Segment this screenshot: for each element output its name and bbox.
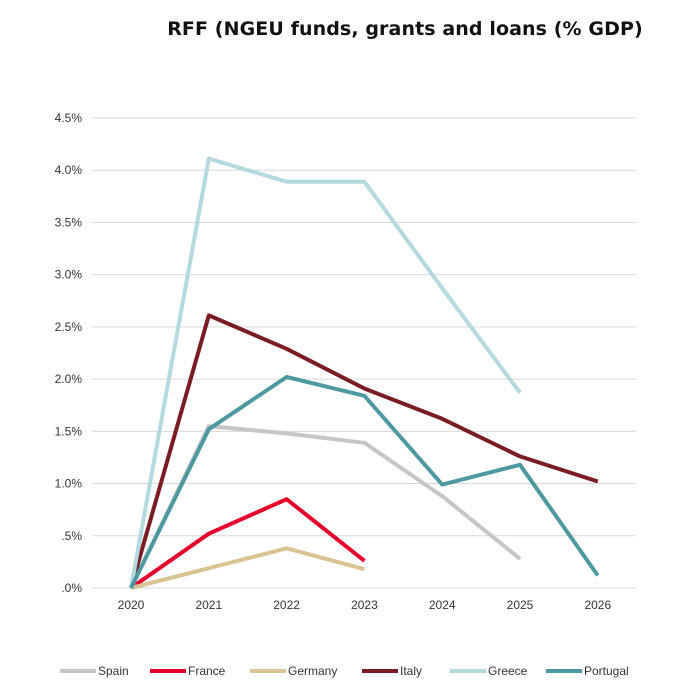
x-axis-ticks: 2020 2021 2022 2023 2024 2025 2026 [118,598,612,612]
legend-label-spain: Spain [98,664,129,678]
series-line-portugal [129,375,600,589]
y-tick-label: 1.5% [55,424,83,438]
x-tick-label: 2025 [507,598,534,612]
legend: Spain France Germany Italy Greece Portugal [60,664,629,678]
x-tick-label: 2022 [273,598,300,612]
y-tick-label: 3.0% [55,268,83,282]
series-line-france [129,497,366,590]
legend-label-germany: Germany [288,664,337,678]
x-tick-label: 2020 [118,598,145,612]
legend-label-italy: Italy [400,664,422,678]
y-tick-label: 3.5% [55,215,83,229]
x-tick-label: 2021 [195,598,222,612]
legend-label-greece: Greece [488,664,528,678]
series-line-greece [129,156,522,589]
series-line-germany [130,546,365,590]
gridlines [92,117,636,589]
chart-title: RFF (NGEU funds, grants and loans (% GDP… [167,18,643,40]
series-line-italy [129,313,599,589]
y-tick-label: 4.5% [55,111,83,125]
series-lines [129,156,600,590]
x-tick-label: 2024 [429,598,456,612]
y-tick-label: 1.0% [55,477,83,491]
y-tick-label: .0% [61,581,82,595]
y-axis-ticks: .0% .5% 1.0% 1.5% 2.0% 2.5% 3.0% 3.5% 4.0% 4.5% [55,111,83,595]
x-tick-label: 2023 [351,598,378,612]
y-tick-label: 2.0% [55,372,83,386]
y-tick-label: 4.0% [55,163,83,177]
series-line-spain [129,424,522,589]
y-tick-label: .5% [61,529,82,543]
y-tick-label: 2.5% [55,320,83,334]
legend-label-portugal: Portugal [584,664,629,678]
legend-label-france: France [188,664,226,678]
x-tick-label: 2026 [584,598,611,612]
